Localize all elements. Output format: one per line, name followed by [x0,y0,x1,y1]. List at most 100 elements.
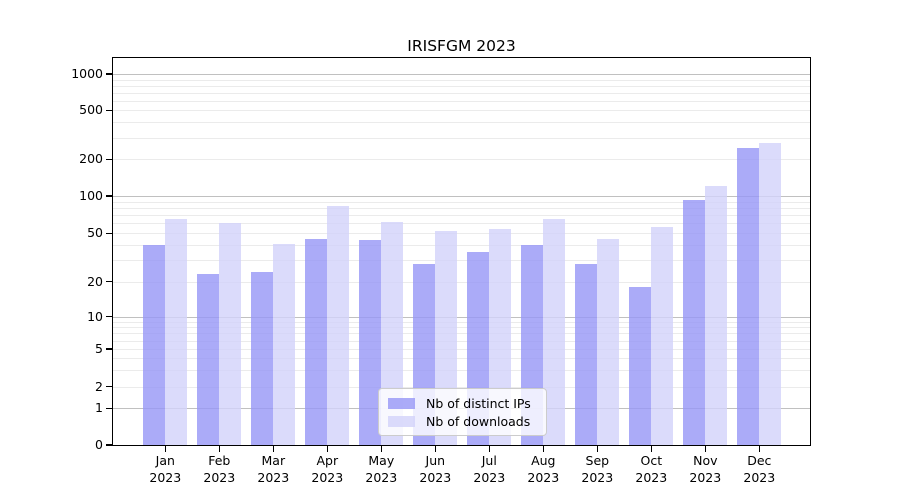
y-tick-1 [106,407,113,409]
gridline-minor [113,281,810,283]
x-tick-label-9: Sep 2023 [581,453,614,485]
bar-downloads-sep-2023 [597,238,620,445]
x-tick-2 [218,446,220,452]
x-tick-label-3: Mar 2023 [257,453,290,485]
gridline-major-10 [113,316,810,318]
gridline-minor [113,201,810,203]
y-tick-5 [106,348,113,350]
gridline-minor [113,110,810,112]
y-tick-label-5: 5 [95,341,103,356]
y-tick-label-10: 10 [87,308,103,324]
y-tick-200 [106,158,113,160]
x-tick-9 [596,446,598,452]
gridline-minor [113,349,810,350]
y-tick-1000 [106,73,113,75]
legend-label-downloads: Nb of downloads [426,413,531,429]
bar-distinct-ips-sep-2023 [575,263,598,445]
x-tick-6 [434,446,436,452]
y-tick-label-0: 0 [95,437,103,452]
y-tick-label-20: 20 [87,273,103,289]
y-tick-label-1: 1 [95,400,103,416]
gridline-minor [113,358,810,360]
x-tick-label-7: Jul 2023 [473,453,506,485]
y-tick-label-200: 200 [79,151,103,167]
y-tick-50 [106,232,113,234]
bar-distinct-ips-nov-2023 [683,199,706,445]
x-tick-10 [650,446,652,452]
y-tick-label-50: 50 [87,225,103,241]
x-tick-8 [542,446,544,452]
gridline-minor [113,215,810,217]
gridline-minor [113,233,810,235]
x-tick-5 [380,446,382,452]
bar-distinct-ips-dec-2023 [737,148,760,445]
bar-downloads-mar-2023 [273,243,296,445]
x-tick-label-2: Feb 2023 [203,453,236,485]
x-tick-1 [164,446,166,452]
y-tick-label-100: 100 [79,188,103,203]
gridline-minor [113,159,810,161]
legend-swatch-distinct-ips [388,397,415,409]
bar-distinct-ips-feb-2023 [197,274,220,445]
y-tick-2 [106,386,113,388]
y-tick-500 [106,109,113,111]
gridline-minor [113,122,810,124]
y-tick-0 [106,444,113,446]
y-tick-10 [106,316,113,318]
x-tick-4 [326,446,328,452]
y-tick-20 [106,281,113,283]
bar-distinct-ips-may-2023 [359,240,382,445]
chart-title: IRISFGM 2023 [407,37,516,55]
x-tick-label-5: May 2023 [365,453,398,485]
y-tick-label-2: 2 [95,378,103,394]
bar-distinct-ips-apr-2023 [305,238,328,445]
x-tick-label-11: Nov 2023 [689,453,722,485]
x-tick-label-8: Aug 2023 [527,453,560,485]
gridline-minor [113,386,810,388]
y-tick-100 [106,195,113,197]
gridline-minor [113,100,810,102]
gridline-minor [113,321,810,323]
gridline-minor [113,137,810,139]
bar-downloads-dec-2023 [759,142,782,445]
y-tick-label-500: 500 [79,102,103,118]
bar-distinct-ips-mar-2023 [251,272,274,445]
gridline-major-100 [113,196,810,197]
legend-swatch-downloads [388,415,415,427]
gridline-minor [113,333,810,335]
legend-label-distinct-ips: Nb of distinct IPs [426,395,531,411]
plot-area [113,58,810,445]
bar-distinct-ips-jan-2023 [143,245,166,445]
gridline-minor [113,327,810,329]
bar-distinct-ips-oct-2023 [629,287,652,445]
gridline-minor [113,260,810,262]
legend-item-downloads: Nb of downloads [388,414,537,429]
gridline-minor [113,245,810,247]
legend-item-distinct-ips: Nb of distinct IPs [388,396,537,411]
bar-downloads-aug-2023 [543,219,566,445]
legend: Nb of distinct IPs Nb of downloads [378,388,547,436]
gridline-minor [113,208,810,209]
bar-downloads-oct-2023 [651,227,674,445]
gridline-minor [113,85,810,87]
x-tick-12 [758,446,760,452]
gridline-minor [113,223,810,225]
x-tick-label-10: Oct 2023 [635,453,668,485]
bar-downloads-feb-2023 [219,223,242,445]
gridline-minor [113,79,810,81]
x-tick-11 [704,446,706,452]
bar-downloads-nov-2023 [705,186,728,445]
gridline-minor [113,92,810,94]
x-tick-7 [488,446,490,452]
gridline-minor [113,370,810,372]
y-tick-label-1000: 1000 [71,66,103,81]
x-tick-label-6: Jun 2023 [419,453,452,485]
x-tick-label-4: Apr 2023 [311,453,344,485]
bar-downloads-jan-2023 [165,219,188,445]
x-tick-label-1: Jan 2023 [149,453,182,485]
gridline-major-1000 [113,74,810,75]
x-tick-label-12: Dec 2023 [743,453,776,485]
gridline-minor [113,340,810,342]
bar-downloads-apr-2023 [327,206,350,445]
